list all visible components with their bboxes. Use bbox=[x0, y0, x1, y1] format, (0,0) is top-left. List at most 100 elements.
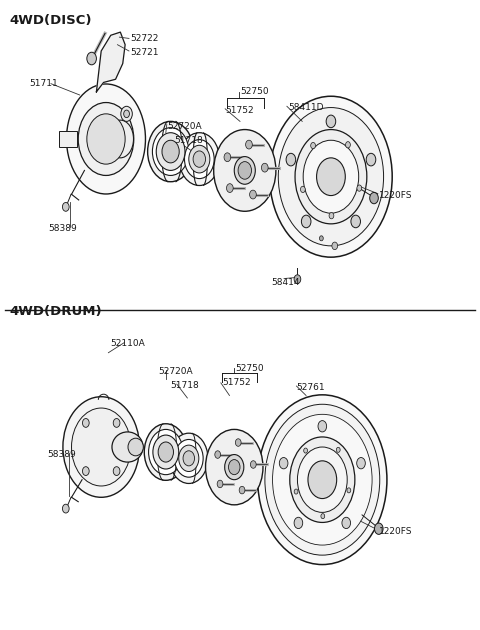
Circle shape bbox=[347, 488, 351, 493]
Circle shape bbox=[326, 115, 336, 128]
Circle shape bbox=[78, 103, 134, 175]
Circle shape bbox=[83, 418, 89, 427]
Text: 4WD(DISC): 4WD(DISC) bbox=[9, 14, 92, 27]
Circle shape bbox=[228, 459, 240, 474]
Circle shape bbox=[124, 110, 130, 118]
Circle shape bbox=[156, 133, 185, 171]
Circle shape bbox=[174, 440, 203, 477]
Circle shape bbox=[217, 480, 223, 488]
Circle shape bbox=[317, 158, 345, 195]
Circle shape bbox=[301, 215, 311, 227]
Bar bbox=[59, 131, 77, 147]
Text: 51711: 51711 bbox=[29, 79, 58, 88]
Circle shape bbox=[250, 190, 256, 199]
Circle shape bbox=[215, 451, 220, 458]
Circle shape bbox=[304, 448, 308, 453]
Circle shape bbox=[246, 140, 252, 149]
Circle shape bbox=[265, 404, 380, 555]
Ellipse shape bbox=[107, 120, 133, 158]
Text: 51752: 51752 bbox=[226, 106, 254, 115]
Circle shape bbox=[270, 96, 392, 257]
Circle shape bbox=[83, 467, 89, 476]
Circle shape bbox=[273, 415, 372, 545]
Circle shape bbox=[225, 455, 244, 479]
Circle shape bbox=[279, 457, 288, 469]
Circle shape bbox=[278, 108, 384, 246]
Circle shape bbox=[321, 513, 325, 518]
Text: 58414: 58414 bbox=[271, 278, 300, 287]
Text: 51718: 51718 bbox=[170, 381, 199, 390]
Circle shape bbox=[311, 142, 315, 149]
Text: 1220FS: 1220FS bbox=[379, 191, 412, 200]
Circle shape bbox=[189, 146, 210, 173]
Circle shape bbox=[294, 275, 301, 284]
Polygon shape bbox=[96, 32, 125, 92]
Circle shape bbox=[300, 186, 305, 193]
Circle shape bbox=[62, 504, 69, 513]
Circle shape bbox=[251, 461, 256, 468]
Circle shape bbox=[113, 467, 120, 476]
Circle shape bbox=[144, 424, 187, 480]
Circle shape bbox=[224, 153, 231, 162]
Circle shape bbox=[239, 486, 245, 494]
Circle shape bbox=[183, 451, 194, 466]
Circle shape bbox=[298, 447, 347, 512]
Circle shape bbox=[62, 202, 69, 211]
Circle shape bbox=[121, 106, 132, 122]
Text: 4WD(DRUM): 4WD(DRUM) bbox=[9, 306, 102, 318]
Circle shape bbox=[366, 153, 376, 166]
Circle shape bbox=[303, 140, 359, 213]
Circle shape bbox=[357, 457, 365, 469]
Text: 51752: 51752 bbox=[222, 379, 251, 387]
Circle shape bbox=[179, 133, 219, 185]
Ellipse shape bbox=[128, 438, 144, 456]
Text: 58389: 58389 bbox=[48, 224, 77, 232]
Circle shape bbox=[318, 421, 326, 432]
Circle shape bbox=[87, 114, 125, 164]
Circle shape bbox=[294, 517, 303, 529]
Circle shape bbox=[169, 433, 208, 483]
Text: 52750: 52750 bbox=[240, 88, 269, 96]
Circle shape bbox=[286, 153, 296, 166]
Circle shape bbox=[329, 212, 334, 219]
Circle shape bbox=[193, 151, 205, 168]
Text: 58411D: 58411D bbox=[288, 103, 324, 112]
Circle shape bbox=[162, 140, 179, 163]
Circle shape bbox=[336, 447, 340, 452]
Circle shape bbox=[258, 395, 387, 564]
Circle shape bbox=[238, 162, 252, 179]
Circle shape bbox=[235, 438, 241, 446]
Text: 52722: 52722 bbox=[130, 34, 158, 43]
Circle shape bbox=[351, 215, 360, 227]
Circle shape bbox=[234, 157, 255, 184]
Text: 51718: 51718 bbox=[174, 135, 203, 145]
Circle shape bbox=[205, 430, 263, 505]
Circle shape bbox=[72, 408, 131, 486]
Circle shape bbox=[113, 418, 120, 427]
Ellipse shape bbox=[67, 84, 145, 194]
Text: 52750: 52750 bbox=[235, 364, 264, 373]
Ellipse shape bbox=[112, 432, 143, 462]
Circle shape bbox=[153, 128, 189, 175]
Circle shape bbox=[374, 523, 383, 534]
Circle shape bbox=[262, 163, 268, 172]
Circle shape bbox=[290, 437, 355, 522]
Circle shape bbox=[87, 52, 96, 65]
Text: 52110A: 52110A bbox=[111, 339, 145, 348]
Text: 58389: 58389 bbox=[48, 450, 76, 459]
Circle shape bbox=[184, 140, 214, 178]
Circle shape bbox=[153, 435, 179, 469]
Circle shape bbox=[332, 242, 337, 249]
Circle shape bbox=[295, 130, 367, 224]
Text: 52721: 52721 bbox=[130, 48, 158, 57]
Circle shape bbox=[214, 130, 276, 211]
Circle shape bbox=[320, 236, 323, 241]
Circle shape bbox=[179, 445, 199, 471]
Circle shape bbox=[149, 430, 183, 474]
Circle shape bbox=[294, 489, 298, 494]
Circle shape bbox=[370, 192, 378, 203]
Circle shape bbox=[342, 517, 350, 529]
Text: 52720A: 52720A bbox=[158, 367, 193, 376]
Circle shape bbox=[308, 461, 336, 498]
Circle shape bbox=[63, 397, 140, 497]
